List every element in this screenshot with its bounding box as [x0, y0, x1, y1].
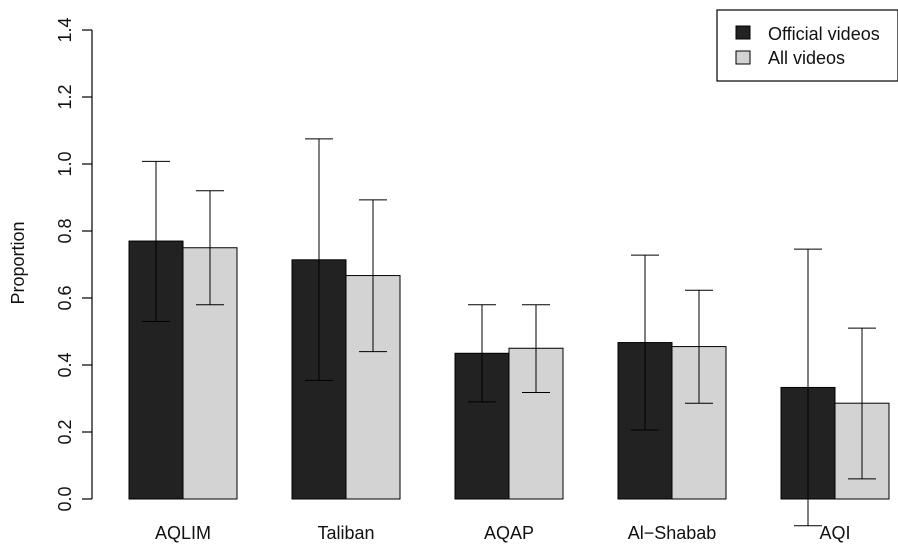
y-tick-label: 0.0: [55, 486, 75, 511]
y-tick-label: 1.0: [55, 151, 75, 176]
y-tick-label: 0.4: [55, 352, 75, 377]
y-tick-label: 1.2: [55, 84, 75, 109]
legend-swatch-official-videos: [735, 25, 751, 40]
legend-box: [716, 9, 898, 82]
legend-swatch-all-videos: [735, 50, 751, 65]
legend-label-official-videos: Official videos: [768, 24, 880, 44]
legend-label-all-videos: All videos: [768, 48, 845, 68]
y-tick-label: 0.2: [55, 419, 75, 444]
y-tick-label: 0.8: [55, 218, 75, 243]
y-axis-title: Proportion: [8, 221, 28, 304]
error-bars: [142, 138, 876, 527]
y-tick-label: 0.6: [55, 285, 75, 310]
legend: Official videos All videos: [716, 9, 898, 82]
x-axis-labels: AQLIM Taliban AQAP Al−Shabab AQI: [155, 523, 851, 543]
y-axis: 0.0 0.2 0.4 0.6 0.8 1.0 1.2 1.4: [55, 17, 93, 512]
x-label-aqi: AQI: [819, 523, 850, 543]
bars: [128, 240, 890, 500]
x-label-aqap: AQAP: [484, 523, 534, 543]
x-label-al-shabab: Al−Shabab: [628, 523, 717, 543]
y-tick-label: 1.4: [55, 17, 75, 42]
x-label-taliban: Taliban: [317, 523, 374, 543]
x-label-aqlim: AQLIM: [155, 523, 211, 543]
